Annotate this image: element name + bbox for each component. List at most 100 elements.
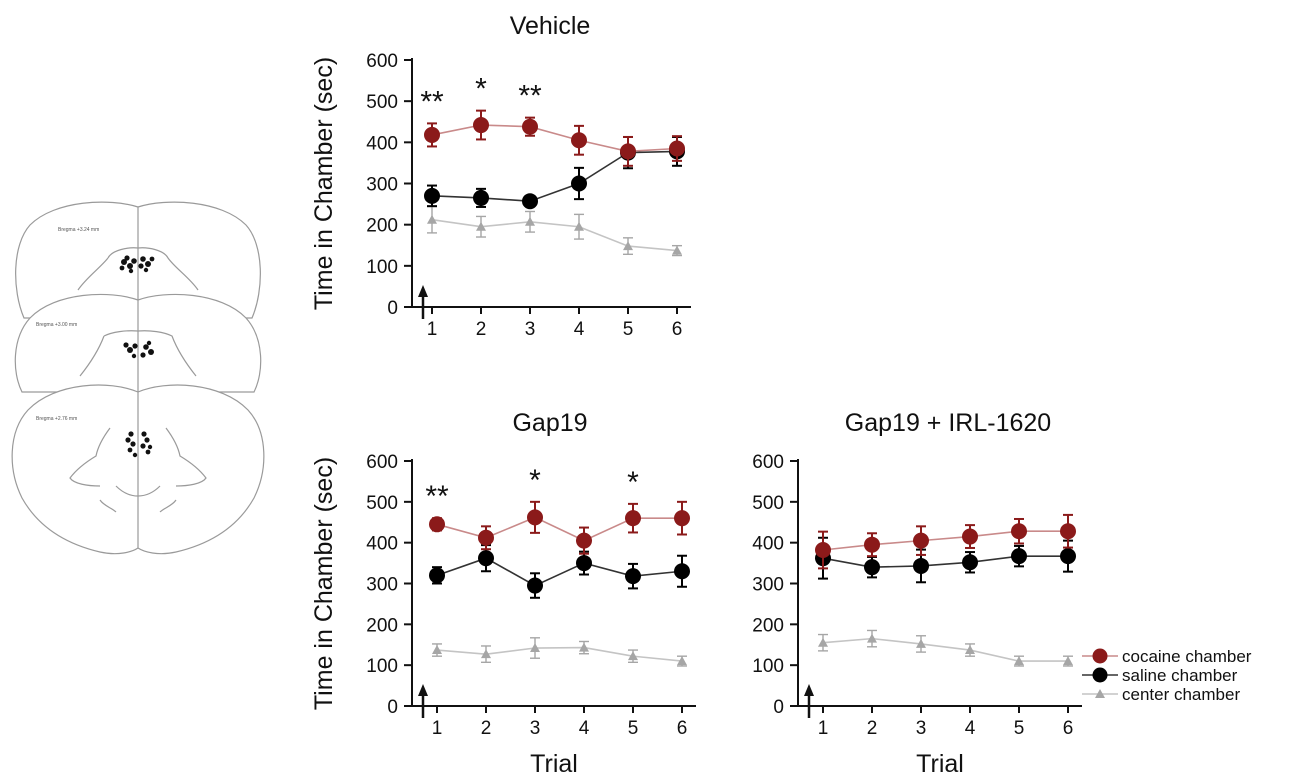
injection-arrowhead	[804, 684, 814, 696]
chart-panel-2: Gap19 0 100 200 300 400 500 600 1 2 3 4 5 6 Time in Ch…	[310, 409, 696, 778]
data-point-cocaine	[913, 532, 929, 549]
data-point-saline	[571, 175, 587, 192]
series-line-saline	[431, 150, 678, 203]
data-point-center	[476, 221, 486, 231]
y-tick-label: 200	[366, 216, 398, 237]
series-cocaine	[424, 109, 685, 167]
x-tick-label: 5	[628, 718, 639, 739]
y-tick-label: 400	[366, 133, 398, 154]
legend-label: saline chamber	[1122, 666, 1238, 685]
data-point-cocaine	[625, 510, 641, 527]
y-tick-label: 300	[366, 175, 398, 196]
data-point-center	[623, 241, 633, 251]
y-tick-label: 600	[366, 51, 398, 72]
data-point-cocaine	[669, 140, 685, 157]
injection-sites-3	[125, 431, 153, 458]
legend-item-saline: saline chamber	[1082, 666, 1238, 685]
data-point-center	[965, 645, 975, 655]
data-point-cocaine	[571, 132, 587, 149]
data-point-cocaine	[815, 542, 831, 559]
injection-sites-1	[119, 255, 155, 274]
brain-label-2: Bregma +3.00 mm	[36, 322, 77, 328]
data-point-cocaine	[429, 516, 445, 533]
data-point-cocaine	[478, 529, 494, 546]
y-tick-label: 500	[366, 92, 398, 113]
legend-marker	[1092, 667, 1108, 683]
y-tick-label: 0	[773, 697, 784, 718]
data-point-cocaine	[962, 528, 978, 545]
legend-item-cocaine: cocaine chamber	[1082, 647, 1252, 666]
data-point-cocaine	[576, 532, 592, 549]
series-saline	[429, 544, 690, 599]
data-point-center	[818, 637, 828, 647]
data-point-center	[1063, 656, 1073, 666]
chart-panel-1: Vehicle 0 100 200 300 400 500 600 1 2 3 4 5 6 Time in …	[310, 12, 691, 340]
x-axis-label: Trial	[530, 750, 578, 778]
data-point-center	[672, 245, 682, 255]
x-tick-label: 4	[574, 319, 585, 340]
brain-section-illustration: Bregma +3.24 mm Bregma +3.00 mm	[11, 201, 265, 555]
legend-marker	[1092, 648, 1108, 664]
y-tick-label: 0	[387, 697, 398, 718]
data-point-cocaine	[473, 117, 489, 134]
x-tick-label: 6	[672, 319, 683, 340]
legend-label: cocaine chamber	[1122, 647, 1252, 666]
x-tick-label: 2	[481, 718, 492, 739]
y-tick-label: 200	[752, 615, 784, 636]
data-point-center	[579, 642, 589, 652]
significance-marker: *	[475, 73, 487, 106]
y-tick-label: 600	[752, 452, 784, 473]
series-line-cocaine	[436, 516, 682, 542]
brain-label-3: Bregma +2.76 mm	[36, 416, 77, 422]
data-point-saline	[864, 559, 880, 576]
y-tick-label: 200	[366, 615, 398, 636]
x-tick-label: 3	[530, 718, 541, 739]
data-point-saline	[625, 568, 641, 585]
x-tick-label: 3	[525, 319, 536, 340]
chart-title: Gap19 + IRL-1620	[845, 409, 1051, 437]
series-center	[427, 205, 682, 257]
significance-marker: **	[420, 85, 444, 118]
brain-section-2: Bregma +3.00 mm	[14, 293, 262, 393]
series-saline	[815, 536, 1076, 584]
significance-marker: *	[627, 466, 639, 499]
data-point-cocaine	[424, 126, 440, 143]
data-point-saline	[478, 550, 494, 567]
data-point-saline	[962, 554, 978, 571]
data-point-saline	[424, 187, 440, 204]
series-line-cocaine	[822, 530, 1068, 551]
data-point-center	[574, 221, 584, 231]
data-point-center	[867, 633, 877, 643]
chart-title: Vehicle	[510, 12, 591, 40]
data-point-center	[530, 643, 540, 653]
x-tick-label: 5	[623, 319, 634, 340]
y-tick-label: 400	[752, 534, 784, 555]
data-point-cocaine	[527, 509, 543, 526]
series-center	[432, 637, 687, 667]
y-axis-label: Time in Chamber (sec)	[310, 57, 338, 310]
y-tick-label: 400	[366, 534, 398, 555]
significance-marker: **	[518, 80, 542, 113]
data-point-center	[916, 638, 926, 648]
series-saline	[424, 135, 685, 210]
chart-title: Gap19	[512, 409, 587, 437]
data-point-cocaine	[1011, 523, 1027, 540]
y-tick-label: 500	[366, 493, 398, 514]
data-point-cocaine	[522, 118, 538, 135]
significance-marker: **	[425, 480, 449, 513]
series-cocaine	[815, 513, 1076, 570]
y-tick-label: 500	[752, 493, 784, 514]
data-point-cocaine	[620, 143, 636, 160]
data-point-center	[432, 645, 442, 655]
y-tick-label: 600	[366, 452, 398, 473]
chart-panel-3: Gap19 + IRL-1620 0 100 200 300 400 500 600 1 2 3 4 5…	[752, 409, 1082, 778]
series-line-saline	[436, 557, 683, 587]
x-tick-label: 2	[867, 718, 878, 739]
x-tick-label: 1	[427, 319, 438, 340]
x-axis-label: Trial	[916, 750, 964, 778]
x-tick-label: 4	[965, 718, 976, 739]
series-cocaine	[429, 500, 690, 555]
data-point-cocaine	[864, 536, 880, 553]
